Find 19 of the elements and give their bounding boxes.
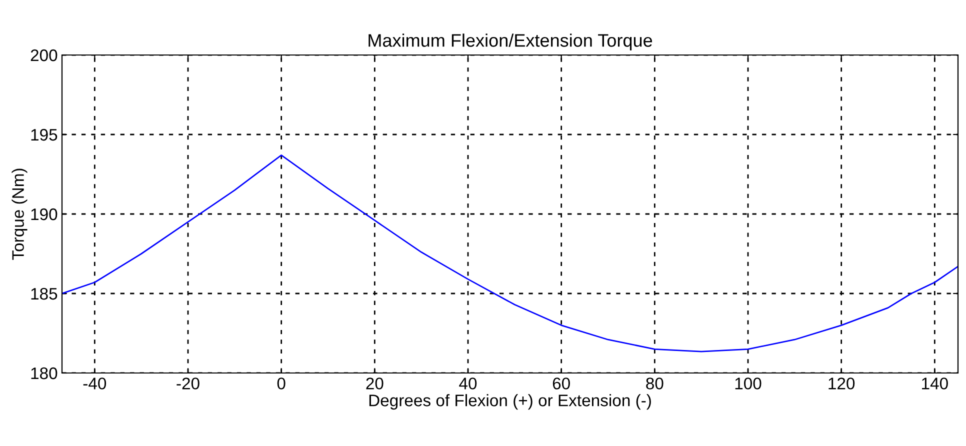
x-tick-label: 120 (828, 378, 855, 390)
x-tick-label: -40 (83, 378, 106, 390)
y-tick-label: 180 (31, 367, 58, 380)
x-axis-title: Degrees of Flexion (+) or Extension (-) (369, 394, 651, 410)
chart-title: Maximum Flexion/Extension Torque (368, 34, 652, 50)
x-tick-label: 80 (646, 378, 664, 390)
x-tick-label: 20 (366, 378, 384, 390)
y-tick-label: 190 (31, 208, 58, 220)
x-tick-label: 140 (922, 378, 948, 390)
x-tick-label: 0 (277, 378, 286, 390)
y-tick-label: 200 (30, 49, 58, 62)
x-tick-label: -20 (176, 378, 200, 390)
y-axis-title: Torque (Nm) (12, 168, 28, 260)
y-tick-label: 185 (31, 288, 58, 300)
y-tick-label: 195 (31, 128, 58, 141)
line-series (62, 154, 958, 352)
x-tick-label: 100 (735, 378, 762, 390)
x-tick-label: 60 (552, 378, 570, 390)
x-tick-label: 40 (459, 378, 477, 390)
